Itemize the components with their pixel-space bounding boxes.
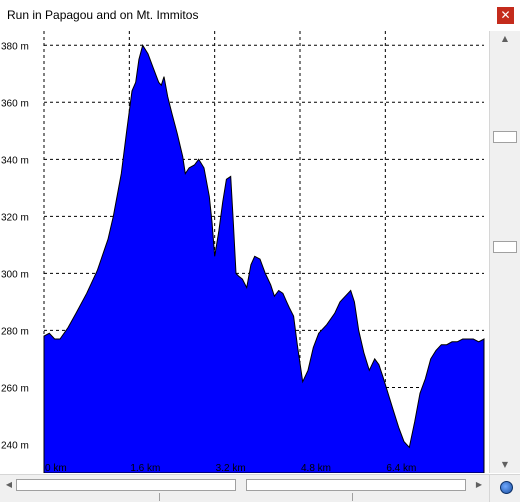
- scroll-down-icon[interactable]: ▼: [501, 460, 509, 469]
- x-tick-label: 1.6 km: [130, 463, 160, 473]
- y-tick-label: 300 m: [1, 269, 29, 280]
- window-title: Run in Papagou and on Mt. Immitos: [7, 8, 199, 22]
- elevation-chart: 240 m 260 m 280 m 300 m 320 m 340 m 360 m 380 m…: [1, 31, 485, 474]
- vertical-scrollbar[interactable]: ▲ ▼: [489, 31, 520, 473]
- y-tick-label: 320 m: [1, 212, 29, 223]
- title-bar[interactable]: Run in Papagou and on Mt. Immitos ✕: [0, 0, 520, 30]
- vertical-scroll-marker[interactable]: [493, 241, 517, 253]
- y-tick-label: 240 m: [1, 440, 29, 451]
- horizontal-scroll-thumb-secondary[interactable]: [246, 479, 466, 491]
- area-series: [43, 44, 485, 474]
- y-tick-label: 280 m: [1, 326, 29, 337]
- y-tick-label: 340 m: [1, 155, 29, 166]
- status-corner: [489, 474, 520, 502]
- scroll-tick: [352, 493, 353, 501]
- globe-icon[interactable]: [500, 481, 513, 494]
- y-tick-label: 380 m: [1, 41, 29, 52]
- plot-area: 240 m 260 m 280 m 300 m 320 m 340 m 360 m 380 m…: [0, 31, 487, 474]
- horizontal-scroll-thumb[interactable]: [16, 479, 236, 491]
- y-tick-labels: 240 m 260 m 280 m 300 m 320 m 340 m 360 m 380 m: [1, 41, 29, 451]
- x-tick-labels: 0 km 1.6 km 3.2 km 4.8 km 6.4 km: [45, 463, 416, 474]
- y-tick-label: 360 m: [1, 98, 29, 109]
- scroll-tick: [159, 493, 160, 501]
- x-tick-label: 6.4 km: [386, 463, 416, 473]
- vertical-scroll-thumb[interactable]: [493, 131, 517, 143]
- scroll-up-icon[interactable]: ▲: [501, 34, 509, 43]
- close-icon: ✕: [500, 8, 511, 22]
- x-tick-label: 4.8 km: [301, 463, 331, 473]
- scroll-ticks: [0, 493, 489, 501]
- close-button[interactable]: ✕: [497, 7, 514, 24]
- y-tick-label: 260 m: [1, 383, 29, 394]
- x-tick-label: 0 km: [45, 463, 67, 473]
- x-tick-label: 3.2 km: [216, 463, 246, 473]
- elevation-area: [43, 44, 485, 474]
- scroll-left-icon[interactable]: ◀: [5, 480, 13, 489]
- scroll-right-icon[interactable]: ▶: [475, 480, 483, 489]
- horizontal-scrollbar[interactable]: ◀ ▶: [0, 474, 489, 502]
